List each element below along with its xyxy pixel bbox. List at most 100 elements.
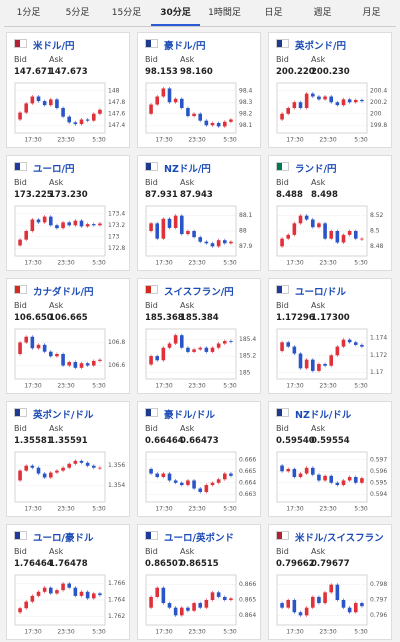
y-tick-label: 172.8 [108,245,125,252]
pair-name[interactable]: ユーロ/豪ドル [33,533,94,544]
bid-value: 8.488 [276,190,303,200]
rate-panel: ユーロ/英ポンド Bid Ask 0.86507 0.86515 0.866 0.865 0.… [137,524,261,640]
tab[interactable]: 30分足 [151,2,200,26]
candle [42,344,47,352]
candle [310,467,315,475]
candle [155,356,160,361]
ask-label: Ask [311,547,326,556]
pair-name[interactable]: 英ポンド/円 [295,41,346,52]
pair-name[interactable]: 米ドル/スイスフラン [295,533,384,544]
ask-label: Ask [311,301,326,310]
tab[interactable]: 15分足 [111,8,142,18]
candle [48,587,53,594]
candle [222,341,227,344]
tab[interactable]: 1分足 [16,8,41,18]
pair-name[interactable]: 米ドル/円 [33,41,75,52]
pair-name[interactable]: ランド/円 [295,164,337,175]
candle [310,359,315,371]
x-tick-label: 17:30 [155,629,172,636]
rate-panel: ランド/円 Bid Ask 8.488 8.498 8.52 8.5 8.48 17:30 23:… [268,155,392,271]
flag-icon [14,162,27,171]
candle [186,231,190,235]
candle [18,112,22,120]
tab[interactable]: 月足 [362,8,381,18]
candle [98,109,102,114]
ask-value: 0.59554 [311,436,350,446]
pair-name[interactable]: 英ポンド/ドル [33,410,94,421]
candle [347,607,352,613]
candle [210,243,215,247]
y-tick-label: 1.354 [108,482,125,489]
candle [335,584,340,600]
mini-chart: 200.4 200.2 200 199.8 17:30 23:30 5:30 [276,82,387,144]
pair-name[interactable]: カナダドル/円 [33,287,94,298]
bid-label: Bid [276,178,289,187]
candle [155,587,160,597]
tab[interactable]: 1時間足 [208,8,241,18]
candle [229,598,233,600]
pair-name[interactable]: NZドル/円 [164,164,211,175]
x-tick-label: 17:30 [24,137,41,144]
y-tick-label: 0.596 [370,468,387,475]
candle [98,593,102,596]
rate-panel: 豪ドル/ドル Bid Ask 0.66464 0.66473 0.666 0.665 0.66… [137,401,261,517]
candle [323,363,327,366]
candle [55,354,59,357]
candle [67,116,72,123]
x-tick-label: 5:30 [92,506,106,513]
bid-label: Bid [145,547,158,556]
candle [192,113,196,117]
candle [42,101,47,106]
pair-name[interactable]: ユーロ/円 [33,164,75,175]
candle [222,121,227,127]
candle [173,480,178,483]
candle [161,587,166,604]
pair-name[interactable]: ユーロ/ドル [295,287,346,298]
candle [36,591,41,596]
bid-value: 106.650 [14,313,53,323]
y-tick-label: 0.594 [370,491,387,498]
ask-label: Ask [49,178,64,187]
y-tick-label: 173.4 [108,210,125,217]
tab[interactable]: 週足 [313,8,332,18]
pair-name[interactable]: 豪ドル/ドル [164,410,215,421]
y-tick-label: 173 [108,233,120,240]
bid-label: Bid [145,178,158,187]
mini-chart: 1.174 1.172 1.17 17:30 23:30 5:30 [276,328,387,390]
x-tick-label: 17:30 [155,260,172,267]
pair-name[interactable]: NZドル/ドル [295,410,352,421]
candle [55,99,59,108]
x-tick-label: 17:30 [24,383,41,390]
y-tick-label: 200.2 [370,99,387,106]
y-tick-label: 0.797 [370,597,387,604]
pair-name[interactable]: 豪ドル/円 [164,41,206,52]
x-tick-label: 17:30 [286,260,303,267]
candle [61,467,65,471]
y-tick-label: 199.8 [370,122,387,129]
candle [79,363,84,368]
pair-name[interactable]: ユーロ/英ポンド [164,533,234,544]
mini-chart: 0.798 0.797 0.796 17:30 23:30 5:30 [276,574,387,636]
bid-value: 1.35581 [14,436,53,446]
x-tick-label: 17:30 [286,383,303,390]
candle [42,473,47,478]
tab[interactable]: 5分足 [65,8,90,18]
candle [317,363,321,371]
x-tick-label: 23:30 [319,506,336,513]
candle [229,473,233,476]
tab[interactable]: 日足 [264,8,283,18]
y-tick-label: 98.4 [239,87,253,94]
candle [98,467,102,469]
candle [192,480,196,489]
candle [298,612,303,616]
plot-frame [145,82,237,134]
bid-value: 98.153 [145,67,178,77]
candle [204,120,209,126]
candle [149,468,153,474]
bid-value: 173.225 [14,190,53,200]
candle [229,241,233,244]
pair-name[interactable]: スイスフラン/円 [164,287,234,298]
candle [173,607,178,616]
y-tick-label: 0.866 [239,581,256,588]
rate-panel: ユーロ/円 Bid Ask 173.225 173.230 173.4 173.2 173 17… [6,155,130,271]
